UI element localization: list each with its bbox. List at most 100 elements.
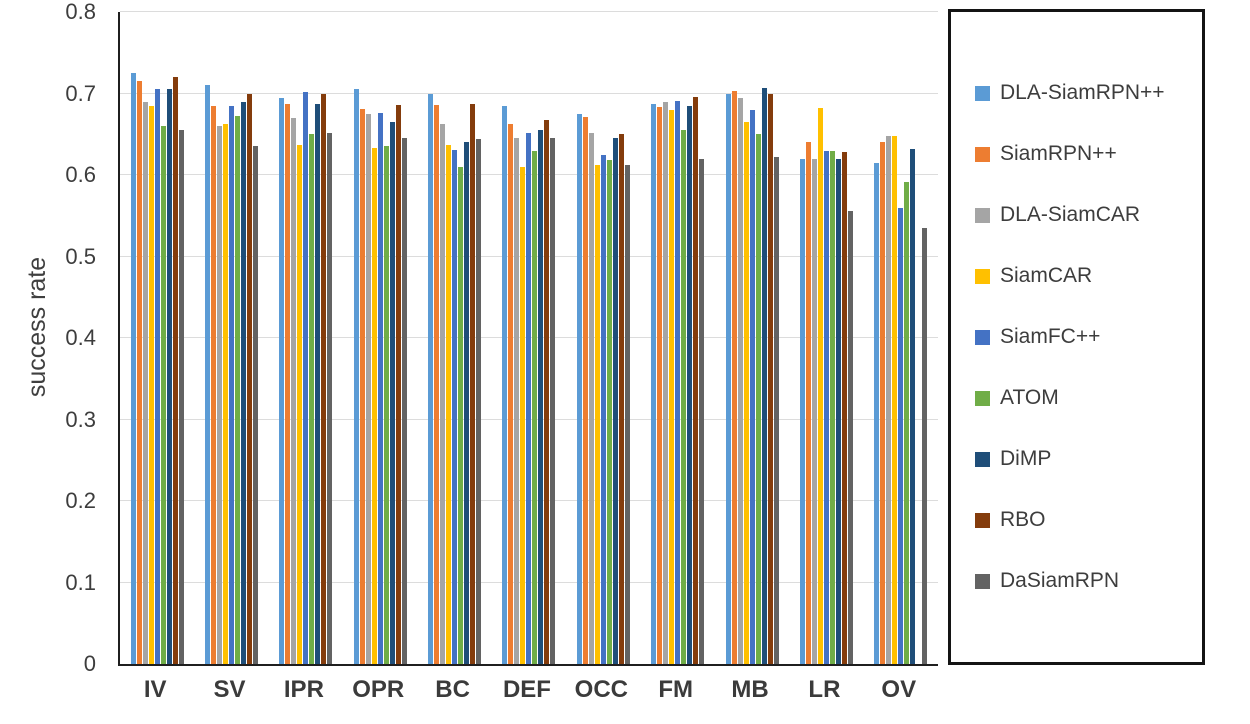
x-tick-label-sv: SV [213, 676, 246, 703]
y-tick-label: 0.2 [65, 488, 96, 513]
bar-rbo [767, 93, 773, 664]
bar-siamrpn++ [657, 106, 663, 664]
legend-swatch-icon [975, 329, 990, 345]
bar-group-mb [725, 12, 779, 664]
bar-siamfc++ [898, 207, 904, 664]
y-tick-label: 0.8 [65, 0, 96, 24]
bar-atom [606, 160, 612, 664]
y-tick-label: 0 [83, 651, 96, 676]
bar-atom [829, 150, 835, 664]
bar-dla-siamrpn++ [651, 104, 657, 664]
legend-swatch-icon [975, 146, 990, 162]
bar-siamrpn++ [434, 104, 440, 664]
bar-siamcar [446, 144, 452, 664]
bar-siamcar [743, 122, 749, 664]
bar-siamfc++ [823, 150, 829, 664]
bar-siamrpn++ [285, 104, 291, 664]
legend-item-dasiamrpn: DaSiamRPN [975, 569, 1202, 593]
legend-item-dla-siamcar: DLA-SiamCAR [975, 203, 1202, 227]
bar-siamrpn++ [880, 141, 886, 664]
bar-siamfc++ [526, 133, 532, 664]
legend-label: SiamRPN++ [1000, 142, 1117, 165]
bar-dla-siamcar [737, 97, 743, 664]
legend-swatch-icon [975, 268, 990, 284]
plot-area [118, 11, 938, 666]
bar-group-ipr [279, 12, 333, 664]
bar-dasiamrpn [699, 158, 705, 664]
bar-atom [458, 166, 464, 664]
bar-group-iv [130, 12, 184, 664]
legend-item-atom: ATOM [975, 386, 1202, 410]
y-tick-label: 0.6 [65, 162, 96, 187]
bar-rbo [395, 104, 401, 664]
bar-dasiamrpn [476, 139, 482, 664]
bar-siamrpn++ [805, 142, 811, 664]
bar-dla-siamcar [217, 126, 223, 664]
bar-siamcar [892, 135, 898, 664]
bar-dla-siamrpn++ [353, 89, 359, 664]
legend-item-siamfc++: SiamFC++ [975, 325, 1202, 349]
bar-dasiamrpn [178, 130, 184, 664]
bar-dla-siamrpn++ [279, 97, 285, 664]
bar-dasiamrpn [253, 146, 259, 664]
legend-item-siamrpn++: SiamRPN++ [975, 142, 1202, 166]
bar-atom [532, 150, 538, 664]
y-tick-label: 0.3 [65, 406, 96, 432]
bar-group-bc [428, 12, 482, 664]
bar-dla-siamcar [811, 158, 817, 664]
bar-dla-siamrpn++ [725, 93, 731, 664]
bar-groups [120, 12, 938, 664]
bar-dimp [166, 89, 172, 664]
bar-dla-siamrpn++ [502, 105, 508, 664]
bar-dimp [389, 122, 395, 664]
bar-siamcar [594, 165, 600, 664]
legend-label: ATOM [1000, 386, 1059, 409]
bar-siamrpn++ [582, 117, 588, 664]
bar-atom [904, 181, 910, 664]
legend-label: DaSiamRPN [1000, 569, 1120, 592]
legend-swatch-icon [975, 512, 990, 528]
bar-group-ov [874, 12, 928, 664]
y-tick-label: 0.7 [65, 80, 96, 106]
bar-rbo [544, 119, 550, 664]
bar-siamcar [148, 105, 154, 664]
bar-dla-siamcar [365, 113, 371, 664]
x-tick-label-fm: FM [658, 676, 694, 703]
x-tick-label-ipr: IPR [283, 676, 324, 703]
legend-label: RBO [1000, 508, 1046, 531]
bar-dla-siamcar [588, 133, 594, 664]
bar-dimp [687, 105, 693, 664]
bar-dla-siamcar [514, 138, 520, 664]
bar-siamcar [371, 148, 377, 664]
bar-siamfc++ [154, 89, 160, 664]
legend-label: DiMP [1000, 447, 1052, 470]
bar-atom [160, 126, 166, 664]
bar-group-opr [353, 12, 407, 664]
legend-swatch-icon [975, 573, 990, 589]
bar-dimp [761, 87, 767, 664]
x-tick-label-opr: OPR [352, 676, 405, 703]
bar-dimp [464, 142, 470, 664]
bar-siamrpn++ [136, 81, 142, 664]
bar-siamfc++ [229, 105, 235, 664]
legend-swatch-icon [975, 451, 990, 467]
bar-siamcar [223, 124, 229, 664]
bar-dasiamrpn [550, 138, 556, 664]
bar-dasiamrpn [401, 138, 407, 664]
bar-rbo [470, 104, 476, 664]
bar-siamfc++ [377, 113, 383, 664]
bar-group-occ [576, 12, 630, 664]
bar-atom [755, 134, 761, 664]
bar-siamfc++ [452, 149, 458, 664]
bar-rbo [172, 77, 178, 664]
bar-atom [309, 134, 315, 664]
legend-label: DLA-SiamRPN++ [1000, 81, 1165, 104]
bar-dimp [315, 104, 321, 664]
legend-box: DLA-SiamRPN++ SiamRPN++ DLA-SiamCAR SiamCAR… [948, 9, 1205, 665]
bar-dasiamrpn [327, 133, 333, 664]
bar-dla-siamrpn++ [874, 162, 880, 664]
bar-group-fm [651, 12, 705, 664]
bar-dimp [835, 158, 841, 664]
bar-dla-siamcar [291, 117, 297, 664]
bar-siamrpn++ [359, 109, 365, 664]
